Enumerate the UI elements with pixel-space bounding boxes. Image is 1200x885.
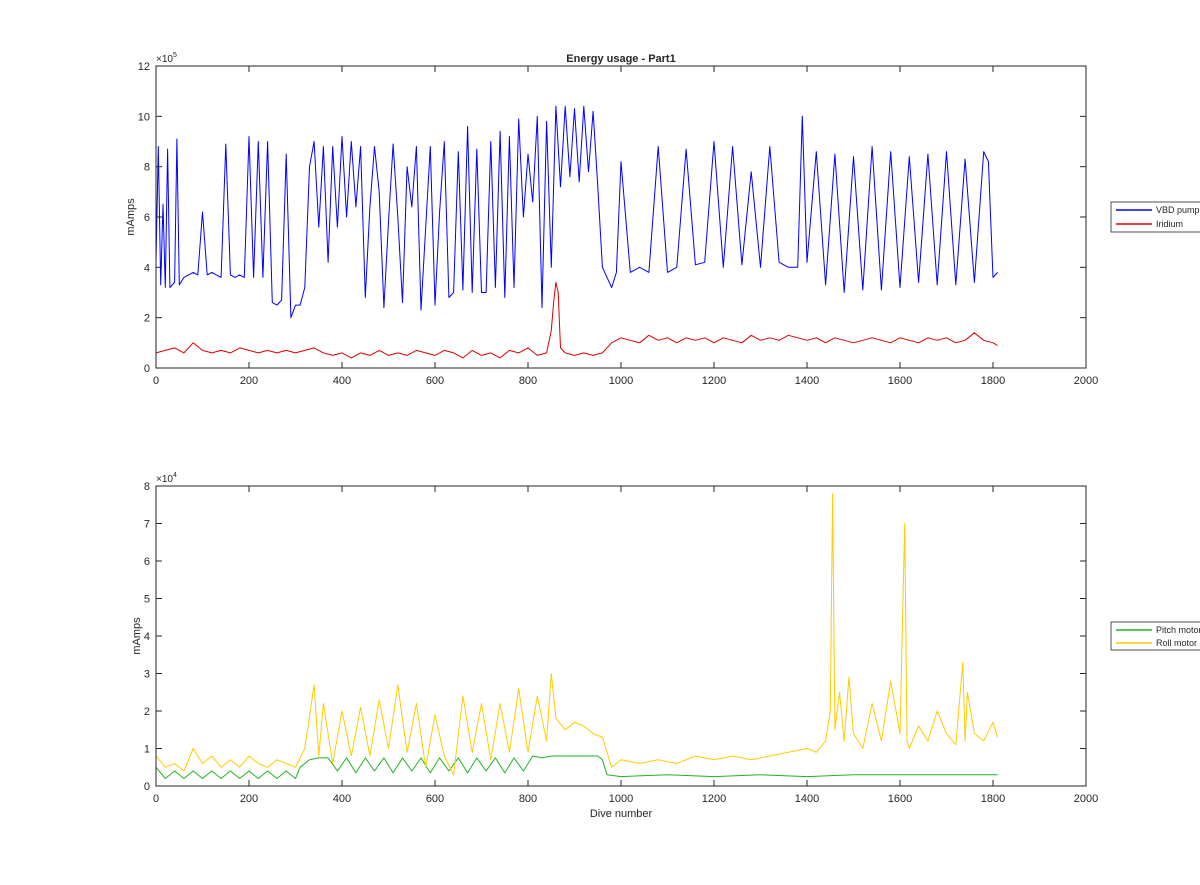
- top-x-tick-label: 1400: [795, 375, 819, 387]
- top-x-tick-label: 1600: [888, 375, 912, 387]
- bottom-y-tick-label: 8: [144, 481, 150, 493]
- top-y-tick-label: 10: [138, 111, 150, 123]
- bottom-y-tick-label: 3: [144, 669, 150, 681]
- bottom-panel: 0 200 400 600 800 1000 1200 1400 1600 1800 2000 0 1…: [131, 472, 1200, 820]
- top-x-tick-label: 400: [333, 375, 351, 387]
- bottom-x-tick-label: 200: [240, 793, 258, 805]
- top-series-group: [155, 105, 998, 359]
- top-chart-title: Energy usage - Part1: [566, 53, 675, 65]
- bottom-y-multiplier-base: ×10: [156, 474, 173, 485]
- bottom-x-tick-label: 1400: [795, 793, 819, 805]
- top-x-tick-label: 800: [519, 375, 537, 387]
- top-y-tick-label: 8: [144, 162, 150, 174]
- bottom-series-line-roll-motor: [155, 493, 999, 776]
- bottom-y-multiplier: ×104: [156, 472, 177, 485]
- top-x-tick-label: 2000: [1074, 375, 1098, 387]
- top-legend-box: [1110, 201, 1200, 233]
- top-x-tick-label: 1000: [609, 375, 633, 387]
- bottom-y-axis-label: mAmps: [131, 617, 143, 655]
- bottom-y-multiplier-exp: 4: [173, 472, 177, 479]
- bottom-legend-label-roll: Roll motor: [1156, 638, 1197, 648]
- top-x-ticks: 0 200 400 600 800 1000 1200 1400 1600 1800 2000: [153, 66, 1098, 387]
- top-y-multiplier-exp: 5: [173, 52, 177, 59]
- bottom-legend: Pitch motor Roll motor: [1110, 621, 1200, 651]
- top-y-ticks: 0 2 4 6 8 10 12: [138, 61, 1086, 375]
- bottom-series-line-pitch-motor: [155, 755, 998, 779]
- bottom-x-axis-label: Dive number: [590, 808, 653, 820]
- bottom-x-tick-label: 400: [333, 793, 351, 805]
- bottom-x-tick-label: 600: [426, 793, 444, 805]
- bottom-x-tick-label: 2000: [1074, 793, 1098, 805]
- bottom-y-tick-label: 5: [144, 594, 150, 606]
- top-panel: Energy usage - Part1 0 200 400 600 800 1000 12…: [125, 52, 1200, 387]
- bottom-y-tick-label: 0: [144, 781, 150, 793]
- top-legend-label-vbd: VBD pump: [1156, 205, 1200, 215]
- bottom-y-tick-label: 1: [144, 744, 150, 756]
- top-y-multiplier: ×105: [156, 52, 177, 65]
- top-y-tick-label: 4: [144, 262, 150, 274]
- top-legend: VBD pump Iridium: [1110, 201, 1200, 233]
- bottom-y-tick-label: 7: [144, 519, 150, 531]
- bottom-legend-label-pitch: Pitch motor: [1156, 625, 1200, 635]
- top-series-line-iridium: [155, 281, 998, 359]
- bottom-legend-box: [1110, 621, 1200, 651]
- top-x-tick-label: 600: [426, 375, 444, 387]
- bottom-x-tick-label: 1000: [609, 793, 633, 805]
- top-y-multiplier-base: ×10: [156, 54, 173, 65]
- bottom-y-tick-label: 6: [144, 556, 150, 568]
- top-y-tick-label: 0: [144, 363, 150, 375]
- top-y-tick-label: 6: [144, 212, 150, 224]
- top-y-axis-label: mAmps: [125, 198, 137, 236]
- bottom-x-tick-label: 1600: [888, 793, 912, 805]
- top-x-tick-label: 0: [153, 375, 159, 387]
- bottom-y-tick-label: 4: [144, 631, 150, 643]
- bottom-x-tick-label: 1800: [981, 793, 1005, 805]
- top-x-tick-label: 1800: [981, 375, 1005, 387]
- top-y-tick-label: 2: [144, 313, 150, 325]
- bottom-x-tick-label: 1200: [702, 793, 726, 805]
- bottom-y-ticks: 0 1 2 3 4 5 6 7 8: [144, 481, 1086, 793]
- bottom-x-ticks: 0 200 400 600 800 1000 1200 1400 1600 1800 2000: [153, 486, 1098, 805]
- bottom-series-group: [155, 493, 999, 779]
- top-legend-label-iridium: Iridium: [1156, 219, 1183, 229]
- bottom-y-tick-label: 2: [144, 706, 150, 718]
- top-y-tick-label: 12: [138, 61, 150, 73]
- top-x-tick-label: 200: [240, 375, 258, 387]
- bottom-x-tick-label: 800: [519, 793, 537, 805]
- bottom-x-tick-label: 0: [153, 793, 159, 805]
- top-x-tick-label: 1200: [702, 375, 726, 387]
- top-series-line-vbd-pump: [155, 105, 998, 319]
